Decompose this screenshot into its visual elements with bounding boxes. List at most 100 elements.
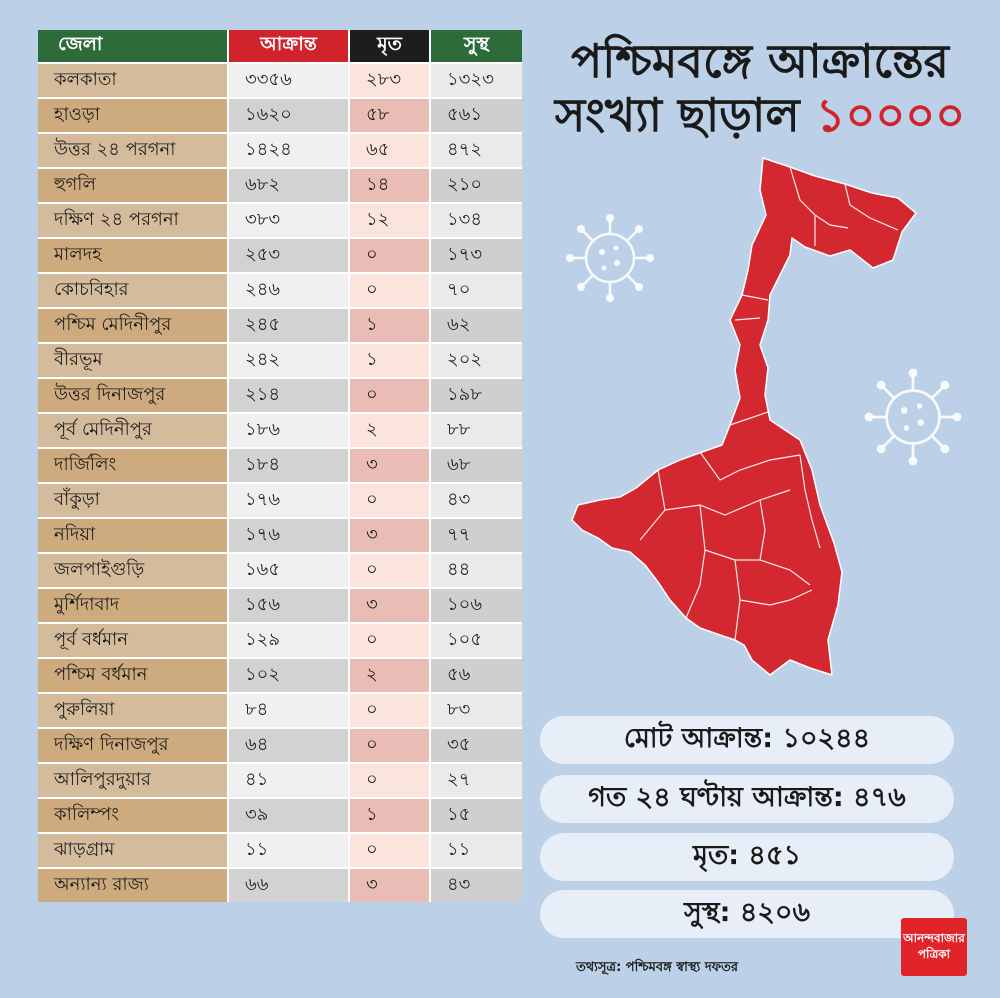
cell-dead: ২: [349, 658, 431, 694]
cell-dead: ০: [349, 763, 431, 799]
virus-icon: [566, 214, 654, 302]
cell-infected: ১৮৪: [228, 448, 350, 484]
logo-line-2: পত্রিকা: [917, 947, 951, 961]
cell-district: পূর্ব মেদিনীপুর: [38, 413, 229, 449]
stat-recovered: সুস্থ: ৪২০৬: [540, 890, 954, 938]
cell-district: হাওড়া: [38, 98, 229, 134]
cell-dead: ০: [349, 378, 431, 414]
cell-dead: ১৪: [349, 168, 431, 204]
stat-dead: মৃত: ৪৫১: [540, 833, 954, 881]
cell-district: দার্জিলিং: [38, 448, 229, 484]
stat-total-infected: মোট আক্রান্ত: ১০২৪৪: [540, 716, 954, 764]
map-shape: [571, 157, 917, 676]
cell-district: মালদহ: [38, 238, 229, 274]
cell-infected: ১০২: [228, 658, 350, 694]
cell-district: দক্ষিণ দিনাজপুর: [38, 728, 229, 764]
virus-icon: [864, 368, 962, 466]
cell-dead: ০: [349, 833, 431, 869]
headline-text: সংখ্যা ছাড়াল: [554, 88, 816, 142]
cell-dead: ০: [349, 553, 431, 589]
table-row: জলপাইগুড়ি ১৬৫ ০ ৪৪: [38, 553, 522, 589]
cell-recovered: ৮৮: [430, 413, 522, 449]
cell-recovered: ১৩৪: [430, 203, 522, 239]
cell-dead: ০: [349, 273, 431, 309]
table-row: হাওড়া ১৬২০ ৫৮ ৫৬১: [38, 98, 522, 134]
cell-infected: ৩৮৩: [228, 203, 350, 239]
cell-infected: ১৭৬: [228, 518, 350, 554]
cell-recovered: ১৭৩: [430, 238, 522, 274]
cell-infected: ১৪২৪: [228, 133, 350, 169]
cell-recovered: ২১০: [430, 168, 522, 204]
cell-district: পশ্চিম মেদিনীপুর: [38, 308, 229, 344]
table-row: দক্ষিণ ২৪ পরগনা ৩৮৩ ১২ ১৩৪: [38, 203, 522, 239]
table-body: কলকাতা ৩৩৫৬ ২৮৩ ১৩২৩ হাওড়া ১৬২০ ৫৮ ৫৬১ উত্তর ২৪…: [38, 63, 522, 902]
cell-dead: ১: [349, 343, 431, 379]
cell-infected: ২৪৫: [228, 308, 350, 344]
cell-infected: ৪১: [228, 763, 350, 799]
table-row: দার্জিলিং ১৮৪ ৩ ৬৮: [38, 448, 522, 484]
table-row: উত্তর দিনাজপুর ২১৪ ০ ১৯৮: [38, 378, 522, 414]
table-row: পশ্চিম মেদিনীপুর ২৪৫ ১ ৬২: [38, 308, 522, 344]
table-row: মুর্শিদাবাদ ১৫৬ ৩ ১০৬: [38, 588, 522, 624]
cell-infected: ১১: [228, 833, 350, 869]
cell-infected: ২৪২: [228, 343, 350, 379]
cell-infected: ২১৪: [228, 378, 350, 414]
cell-recovered: ১০৫: [430, 623, 522, 659]
cell-district: উত্তর ২৪ পরগনা: [38, 133, 229, 169]
cell-district: পুরুলিয়া: [38, 693, 229, 729]
table-row: বীরভূম ২৪২ ১ ২০২: [38, 343, 522, 379]
cell-infected: ২৫৩: [228, 238, 350, 274]
table-row: উত্তর ২৪ পরগনা ১৪২৪ ৬৫ ৪৭২: [38, 133, 522, 169]
cell-dead: ১২: [349, 203, 431, 239]
cell-dead: ৫৮: [349, 98, 431, 134]
cell-district: দক্ষিণ ২৪ পরগনা: [38, 203, 229, 239]
table-header-row: জেলা আক্রান্ত মৃত সুস্থ: [38, 30, 522, 64]
cell-dead: ৩: [349, 518, 431, 554]
cell-dead: ১: [349, 308, 431, 344]
cell-infected: ৬৮২: [228, 168, 350, 204]
cell-district: বাঁকুড়া: [38, 483, 229, 519]
cell-dead: ২৮৩: [349, 63, 431, 99]
cell-dead: ০: [349, 693, 431, 729]
cell-infected: ১৬৫: [228, 553, 350, 589]
header-infected: আক্রান্ত: [228, 30, 350, 64]
table-row: আলিপুরদুয়ার ৪১ ০ ২৭: [38, 763, 522, 799]
cell-district: পশ্চিম বর্ধমান: [38, 658, 229, 694]
west-bengal-map: [571, 157, 917, 676]
headline-line-1: পশ্চিমবঙ্গে আক্রান্তের: [571, 34, 949, 88]
table-row: নদিয়া ১৭৬ ৩ ৭৭: [38, 518, 522, 554]
cell-recovered: ৪৩: [430, 868, 522, 902]
table-row: মালদহ ২৫৩ ০ ১৭৩: [38, 238, 522, 274]
cell-dead: ৩: [349, 868, 431, 902]
cell-recovered: ১৩২৩: [430, 63, 522, 99]
headline-number: ১০০০০: [815, 88, 966, 142]
table-row: পশ্চিম বর্ধমান ১০২ ২ ৫৬: [38, 658, 522, 694]
table-row: কোচবিহার ২৪৬ ০ ৭০: [38, 273, 522, 309]
cell-infected: ৬৪: [228, 728, 350, 764]
anandabazar-logo: আনন্দবাজার পত্রিকা: [901, 918, 967, 976]
cell-recovered: ২০২: [430, 343, 522, 379]
cell-recovered: ৩৫: [430, 728, 522, 764]
cell-district: কোচবিহার: [38, 273, 229, 309]
cell-infected: ১৫৬: [228, 588, 350, 624]
cell-dead: ১: [349, 798, 431, 834]
cell-infected: ২৪৬: [228, 273, 350, 309]
cell-recovered: ৭৭: [430, 518, 522, 554]
cell-district: পূর্ব বর্ধমান: [38, 623, 229, 659]
cell-infected: ৩৩৫৬: [228, 63, 350, 99]
cell-recovered: ৪৪: [430, 553, 522, 589]
table-row: কলকাতা ৩৩৫৬ ২৮৩ ১৩২৩: [38, 63, 522, 99]
cell-recovered: ১৫: [430, 798, 522, 834]
table-row: ঝাড়গ্রাম ১১ ০ ১১: [38, 833, 522, 869]
cell-dead: ০: [349, 483, 431, 519]
cell-district: বীরভূম: [38, 343, 229, 379]
cell-district: আলিপুরদুয়ার: [38, 763, 229, 799]
cell-dead: ২: [349, 413, 431, 449]
cell-district: জলপাইগুড়ি: [38, 553, 229, 589]
cell-infected: ১৭৬: [228, 483, 350, 519]
cell-dead: ৬৫: [349, 133, 431, 169]
cell-recovered: ২৭: [430, 763, 522, 799]
cell-recovered: ১০৬: [430, 588, 522, 624]
header-dead: মৃত: [349, 30, 431, 64]
cell-infected: ৮৪: [228, 693, 350, 729]
